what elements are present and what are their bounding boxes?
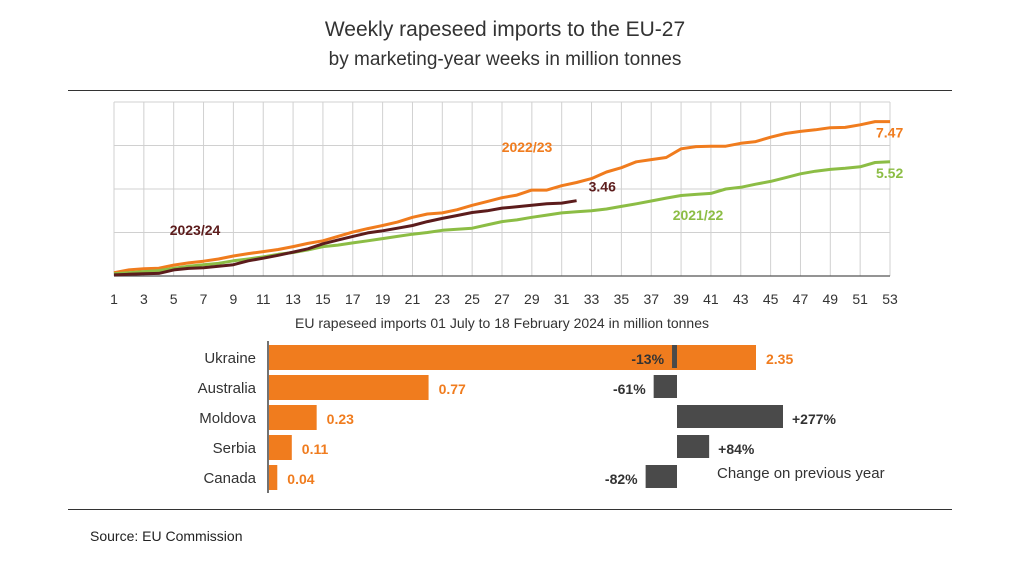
x-tick-label: 1 bbox=[110, 291, 118, 307]
x-tick-label: 53 bbox=[882, 291, 898, 307]
x-tick-label: 19 bbox=[375, 291, 391, 307]
x-tick-label: 45 bbox=[763, 291, 779, 307]
import-bar bbox=[269, 465, 278, 490]
x-tick-label: 49 bbox=[823, 291, 839, 307]
x-tick-label: 43 bbox=[733, 291, 749, 307]
x-axis-label: EU rapeseed imports 01 July to 18 Februa… bbox=[295, 315, 709, 331]
change-bar bbox=[677, 405, 783, 428]
source-note: Source: EU Commission bbox=[90, 528, 243, 544]
import-value-label: 2.35 bbox=[766, 351, 793, 367]
chart-subtitle: by marketing-year weeks in million tonne… bbox=[328, 49, 682, 70]
x-tick-label: 23 bbox=[435, 291, 451, 307]
series-end-label: 5.52 bbox=[876, 165, 903, 181]
x-tick-label: 3 bbox=[140, 291, 148, 307]
import-bar bbox=[269, 405, 317, 430]
x-tick-label: 47 bbox=[793, 291, 809, 307]
series-line bbox=[113, 120, 890, 275]
change-value-label: +84% bbox=[718, 441, 755, 457]
x-tick-label: 33 bbox=[584, 291, 600, 307]
x-tick-label: 27 bbox=[494, 291, 510, 307]
x-tick-label: 7 bbox=[200, 291, 208, 307]
series-name-label: 2021/22 bbox=[673, 207, 724, 223]
line-grid bbox=[113, 101, 891, 277]
series-end-label: 3.46 bbox=[589, 179, 616, 195]
change-value-label: -61% bbox=[613, 381, 646, 397]
x-tick-label: 21 bbox=[405, 291, 421, 307]
x-tick-label: 15 bbox=[315, 291, 331, 307]
x-tick-label: 11 bbox=[256, 291, 271, 307]
series-name-label: 2022/23 bbox=[502, 139, 553, 155]
bottom-rule bbox=[68, 509, 952, 510]
import-value-label: 0.77 bbox=[439, 381, 466, 397]
import-value-label: 0.23 bbox=[327, 411, 354, 427]
x-tick-label: 51 bbox=[852, 291, 868, 307]
import-value-label: 0.04 bbox=[287, 471, 314, 487]
chart-title: Weekly rapeseed imports to the EU-27 bbox=[324, 18, 686, 41]
country-label: Moldova bbox=[199, 410, 256, 427]
series-line bbox=[113, 160, 891, 276]
change-bar bbox=[653, 375, 677, 398]
x-tick-label: 5 bbox=[170, 291, 178, 307]
x-tick-label: 17 bbox=[345, 291, 361, 307]
import-value-label: 0.11 bbox=[302, 441, 329, 457]
import-bar bbox=[269, 375, 429, 400]
change-value-label: -13% bbox=[631, 351, 664, 367]
change-value-label: +277% bbox=[792, 411, 837, 427]
series-name-label: 2023/24 bbox=[170, 222, 221, 238]
country-label: Canada bbox=[203, 470, 256, 487]
change-bar bbox=[672, 345, 677, 368]
series-line bbox=[113, 199, 577, 277]
change-bar bbox=[677, 435, 710, 458]
x-tick-label: 35 bbox=[614, 291, 630, 307]
import-bar bbox=[269, 435, 292, 460]
change-value-label: -82% bbox=[605, 471, 638, 487]
x-tick-label: 37 bbox=[643, 291, 659, 307]
country-label: Australia bbox=[198, 380, 257, 397]
x-tick-label: 25 bbox=[464, 291, 480, 307]
country-label: Ukraine bbox=[204, 350, 256, 367]
change-legend-label: Change on previous year bbox=[717, 465, 885, 482]
x-tick-label: 9 bbox=[229, 291, 237, 307]
x-tick-label: 31 bbox=[554, 291, 570, 307]
country-label: Serbia bbox=[213, 440, 257, 457]
series-end-label: 7.47 bbox=[876, 125, 903, 141]
x-tick-label: 29 bbox=[524, 291, 540, 307]
top-rule bbox=[68, 90, 952, 91]
import-bar bbox=[269, 345, 756, 370]
x-tick-label: 41 bbox=[703, 291, 719, 307]
x-tick-label: 13 bbox=[285, 291, 301, 307]
change-bar bbox=[645, 465, 677, 488]
x-tick-label: 39 bbox=[673, 291, 689, 307]
